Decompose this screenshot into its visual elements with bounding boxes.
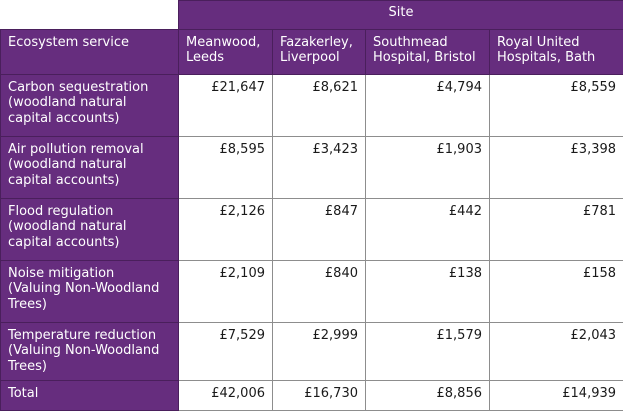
- cell-total-meanwood: £42,006: [179, 380, 273, 410]
- cell-temperature-meanwood: £7,529: [179, 323, 273, 381]
- table-row: Flood regulation (woodland natural capit…: [1, 199, 623, 261]
- cell-noise-fazakerley: £840: [273, 261, 366, 323]
- cell-air-royal-united: £3,398: [490, 137, 623, 199]
- cell-carbon-meanwood: £21,647: [179, 75, 273, 137]
- column-header-royal-united: Royal United Hospitals, Bath: [490, 30, 623, 75]
- cell-air-southmead: £1,903: [366, 137, 490, 199]
- cell-flood-royal-united: £781: [490, 199, 623, 261]
- corner-cell: [1, 1, 179, 30]
- cell-air-fazakerley: £3,423: [273, 137, 366, 199]
- cell-flood-southmead: £442: [366, 199, 490, 261]
- cell-total-southmead: £8,856: [366, 380, 490, 410]
- row-label-air-pollution-removal: Air pollution removal (woodland natural …: [1, 137, 179, 199]
- row-label-temperature-reduction: Temperature reduction (Valuing Non-Woodl…: [1, 323, 179, 381]
- column-header-service: Ecosystem service: [1, 30, 179, 75]
- cell-temperature-royal-united: £2,043: [490, 323, 623, 381]
- column-header-row: Ecosystem service Meanwood, Leeds Fazake…: [1, 30, 623, 75]
- table-container: Site Ecosystem service Meanwood, Leeds F…: [0, 0, 623, 400]
- row-label-carbon-sequestration: Carbon sequestration (woodland natural c…: [1, 75, 179, 137]
- cell-flood-meanwood: £2,126: [179, 199, 273, 261]
- cell-noise-southmead: £138: [366, 261, 490, 323]
- cell-carbon-royal-united: £8,559: [490, 75, 623, 137]
- table-head: Site Ecosystem service Meanwood, Leeds F…: [1, 1, 623, 75]
- cell-total-royal-united: £14,939: [490, 380, 623, 410]
- row-label-flood-regulation: Flood regulation (woodland natural capit…: [1, 199, 179, 261]
- column-header-fazakerley: Fazakerley, Liverpool: [273, 30, 366, 75]
- column-header-meanwood: Meanwood, Leeds: [179, 30, 273, 75]
- table-row: Noise mitigation (Valuing Non-Woodland T…: [1, 261, 623, 323]
- column-header-southmead: Southmead Hospital, Bristol: [366, 30, 490, 75]
- cell-carbon-southmead: £4,794: [366, 75, 490, 137]
- cell-total-fazakerley: £16,730: [273, 380, 366, 410]
- table-row-total: Total £42,006 £16,730 £8,856 £14,939: [1, 380, 623, 410]
- cell-temperature-fazakerley: £2,999: [273, 323, 366, 381]
- cell-temperature-southmead: £1,579: [366, 323, 490, 381]
- cell-flood-fazakerley: £847: [273, 199, 366, 261]
- table-body: Carbon sequestration (woodland natural c…: [1, 75, 623, 411]
- cell-noise-meanwood: £2,109: [179, 261, 273, 323]
- cell-carbon-fazakerley: £8,621: [273, 75, 366, 137]
- row-label-total: Total: [1, 380, 179, 410]
- group-header-row: Site: [1, 1, 623, 30]
- table-row: Temperature reduction (Valuing Non-Woodl…: [1, 323, 623, 381]
- row-label-noise-mitigation: Noise mitigation (Valuing Non-Woodland T…: [1, 261, 179, 323]
- cell-air-meanwood: £8,595: [179, 137, 273, 199]
- table-row: Carbon sequestration (woodland natural c…: [1, 75, 623, 137]
- cell-noise-royal-united: £158: [490, 261, 623, 323]
- group-header-site: Site: [179, 1, 623, 30]
- table-row: Air pollution removal (woodland natural …: [1, 137, 623, 199]
